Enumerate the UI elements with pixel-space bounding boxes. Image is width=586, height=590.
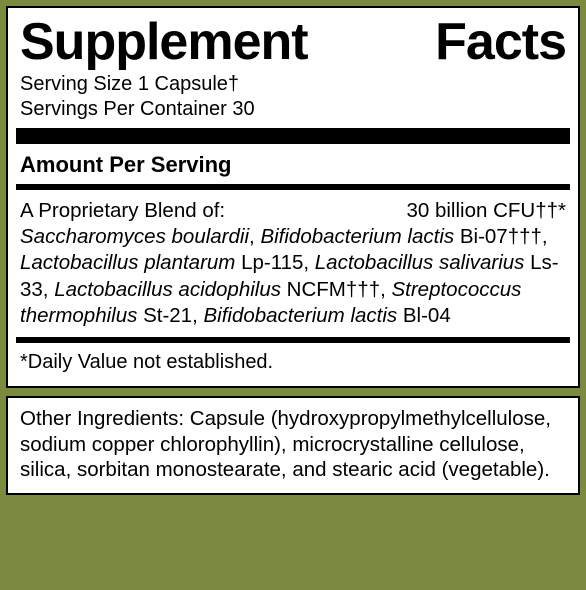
strain-6-code: St-21, bbox=[137, 304, 203, 327]
proprietary-blend: A Proprietary Blend of: 30 billion CFU††… bbox=[20, 190, 566, 337]
other-ingredients-panel: Other Ingredients: Capsule (hydroxypropy… bbox=[6, 396, 580, 495]
strain-7-code: Bl-04 bbox=[397, 304, 451, 327]
strain-3: Lactobacillus plantarum bbox=[20, 251, 235, 274]
strain-2-code: Bi-07†††, bbox=[454, 225, 547, 248]
servings-per-container: Servings Per Container 30 bbox=[20, 97, 566, 122]
blend-amount: 30 billion CFU††* bbox=[406, 198, 566, 224]
supplement-facts-panel: Supplement Facts Serving Size 1 Capsule†… bbox=[6, 6, 580, 388]
strain-3-code: Lp-115, bbox=[235, 251, 314, 274]
blend-header-row: A Proprietary Blend of: 30 billion CFU††… bbox=[20, 198, 566, 224]
other-ingredients-text: Other Ingredients: Capsule (hydroxypropy… bbox=[20, 406, 566, 483]
serving-info: Serving Size 1 Capsule† Servings Per Con… bbox=[20, 72, 566, 122]
divider-thick bbox=[16, 128, 570, 144]
sep: , bbox=[249, 225, 255, 248]
amount-per-serving-header: Amount Per Serving bbox=[20, 144, 566, 184]
strain-4: Lactobacillus salivarius bbox=[315, 251, 525, 274]
strain-1: Saccharomyces boulardii bbox=[20, 225, 249, 248]
strain-5: Lactobacillus acidophilus bbox=[54, 278, 281, 301]
title-word-2: Facts bbox=[435, 16, 566, 68]
title-word-1: Supplement bbox=[20, 16, 308, 68]
blend-label: A Proprietary Blend of: bbox=[20, 198, 225, 224]
strain-2: Bifidobacterium lactis bbox=[260, 225, 454, 248]
panel-title: Supplement Facts bbox=[20, 14, 566, 68]
blend-strains: Saccharomyces boulardii, Bifidobacterium… bbox=[20, 224, 566, 329]
serving-size: Serving Size 1 Capsule† bbox=[20, 72, 566, 97]
daily-value-note: *Daily Value not established. bbox=[20, 343, 566, 376]
strain-7: Bifidobacterium lactis bbox=[203, 304, 397, 327]
strain-5-code: NCFM†††, bbox=[281, 278, 392, 301]
